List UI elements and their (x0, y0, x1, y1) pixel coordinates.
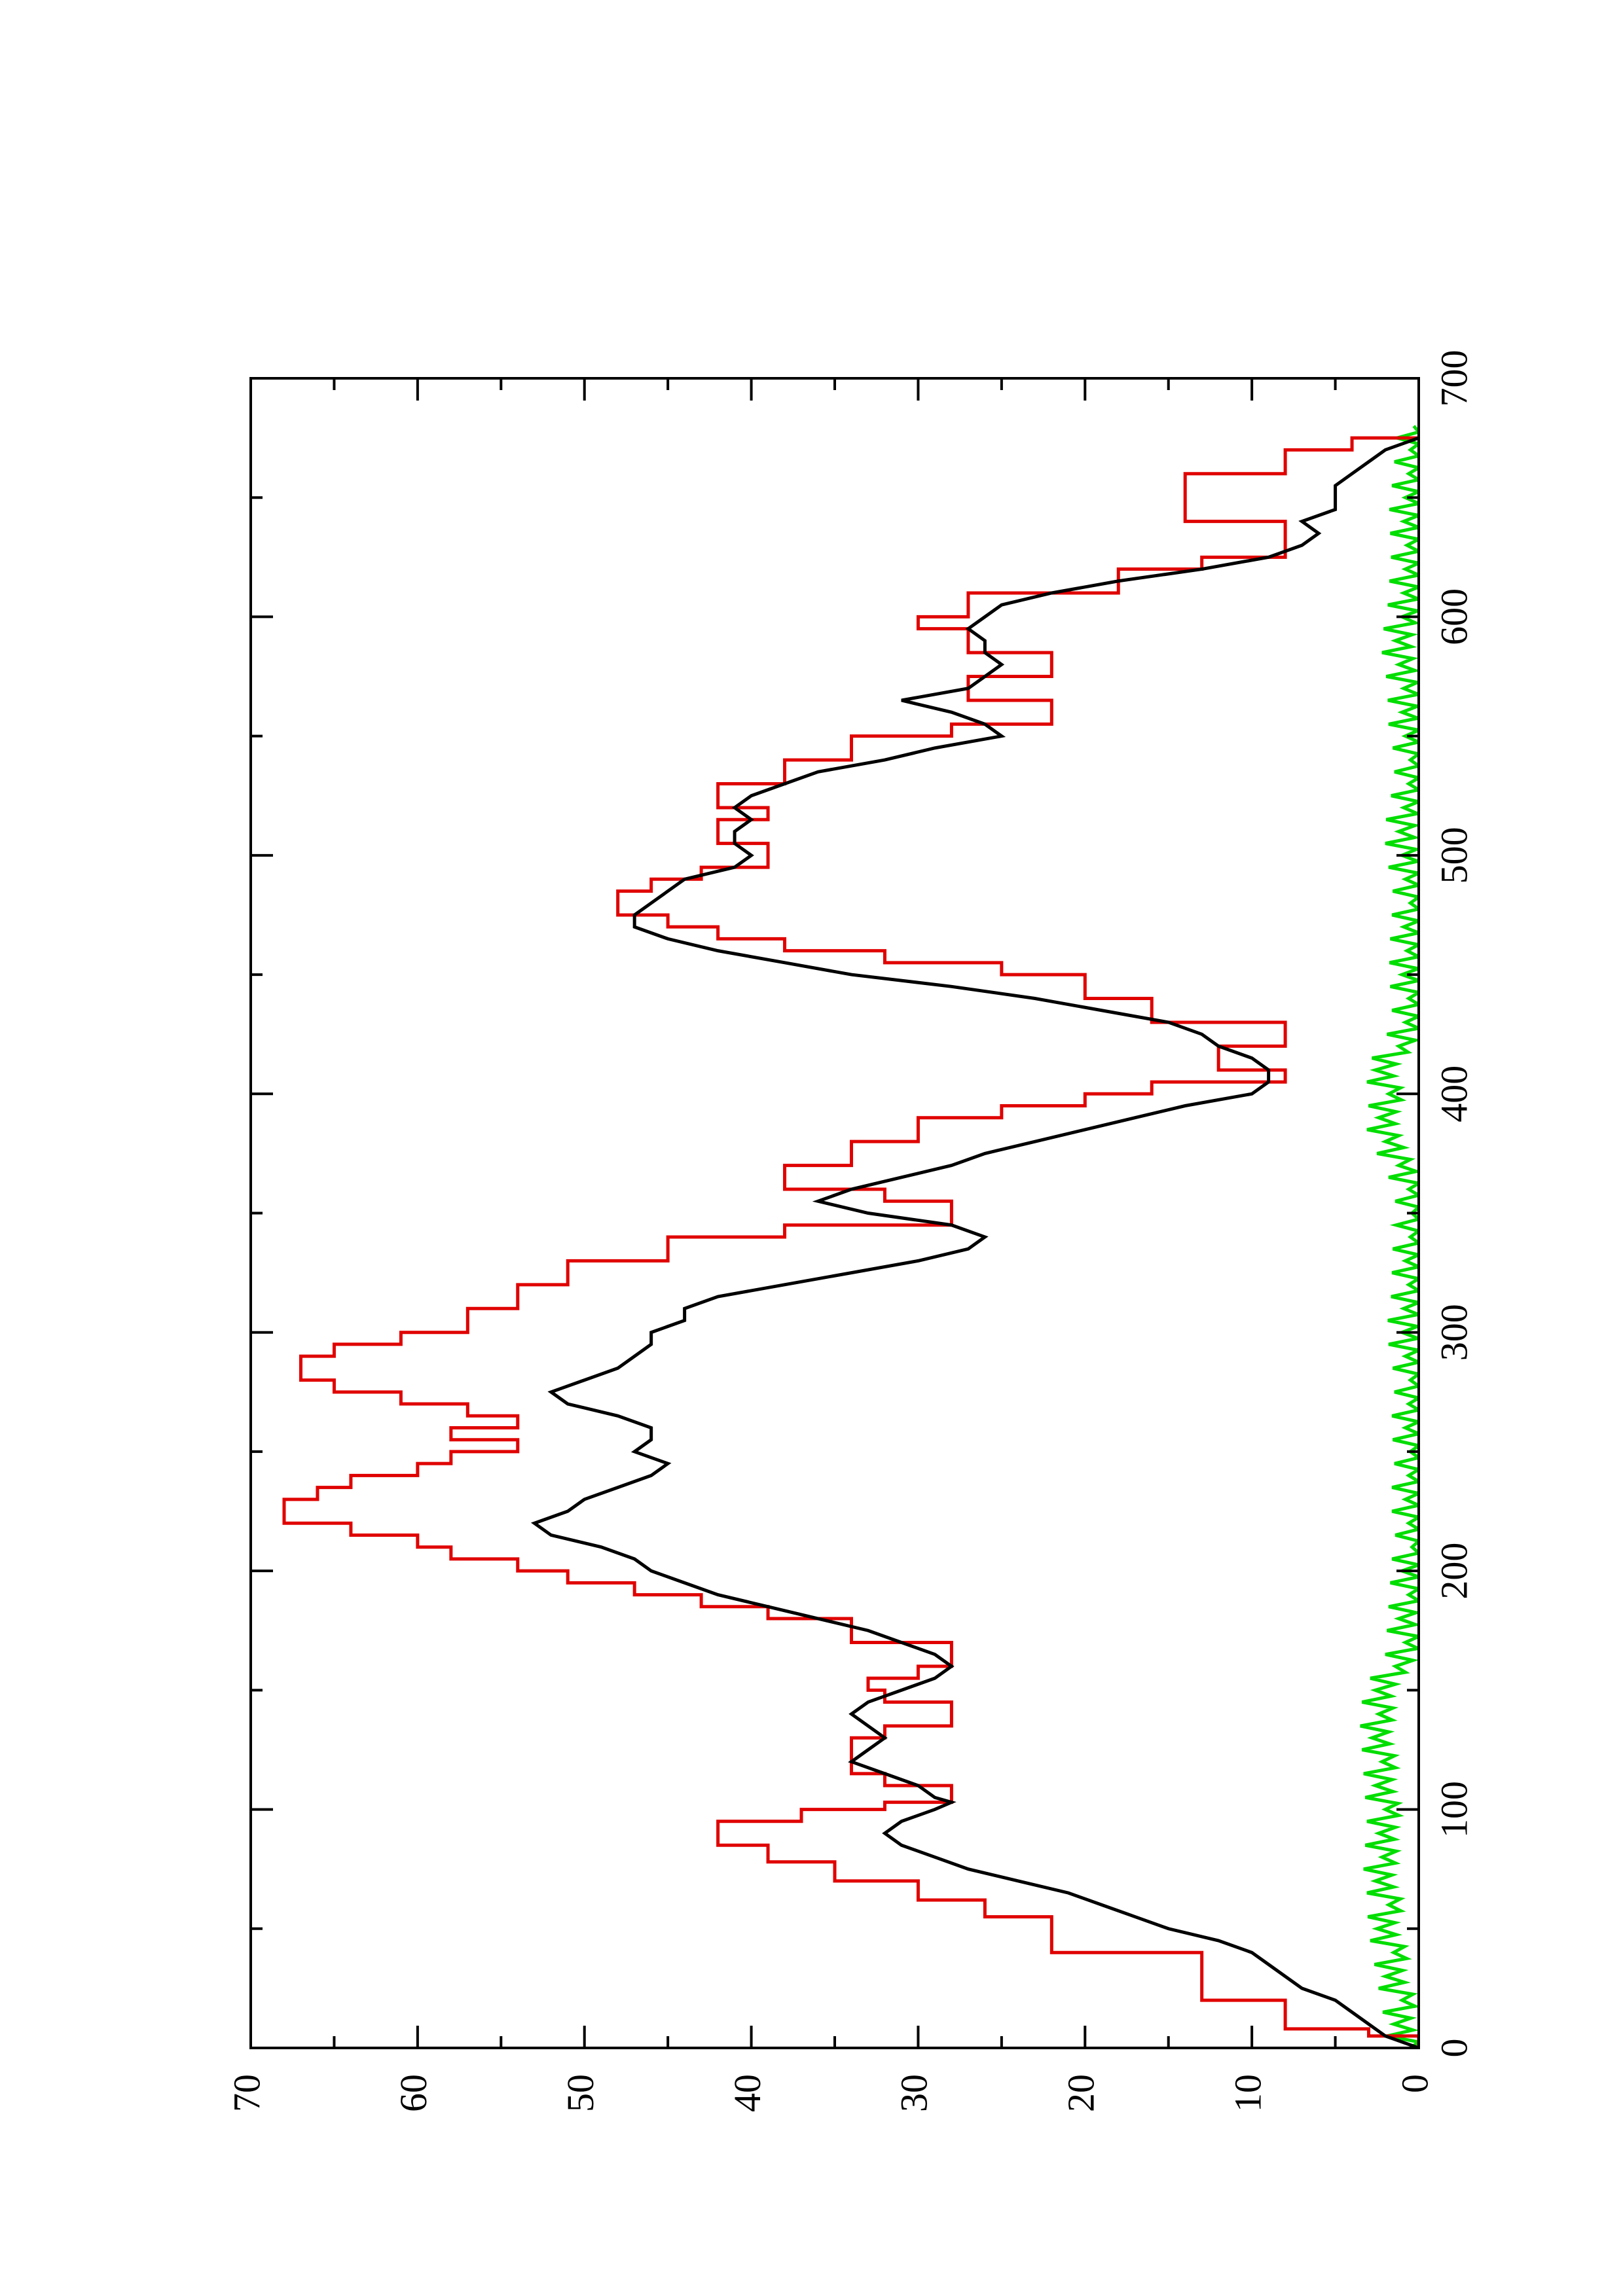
y-tick-label: 0 (1393, 2074, 1436, 2093)
y-tick-label: 30 (893, 2074, 936, 2112)
x-tick-label: 100 (1432, 1781, 1475, 1838)
y-tick-label: 70 (225, 2074, 268, 2112)
x-tick-label: 500 (1432, 827, 1475, 884)
x-tick-label: 600 (1432, 588, 1475, 645)
x-tick-label: 400 (1432, 1066, 1475, 1122)
series-line-2 (1360, 425, 1419, 2048)
x-tick-label: 300 (1432, 1304, 1475, 1361)
x-tick-label: 0 (1432, 2039, 1475, 2058)
x-tick-label: 200 (1432, 1543, 1475, 1600)
tick-labels-layer: 0 100 200 300 400 500 600 700 0 10 20 30 40 50 60 70 (225, 350, 1475, 2113)
y-tick-label: 10 (1226, 2074, 1269, 2112)
ticks-layer (249, 377, 1420, 2049)
y-tick-label: 40 (726, 2074, 769, 2112)
y-tick-label: 50 (559, 2074, 602, 2112)
x-tick-label: 700 (1432, 350, 1475, 407)
series-layer (282, 425, 1419, 2048)
series-line-1 (530, 436, 1419, 2048)
y-tick-label: 20 (1060, 2074, 1103, 2112)
series-line-0 (282, 436, 1419, 2048)
y-tick-label: 60 (392, 2074, 435, 2112)
